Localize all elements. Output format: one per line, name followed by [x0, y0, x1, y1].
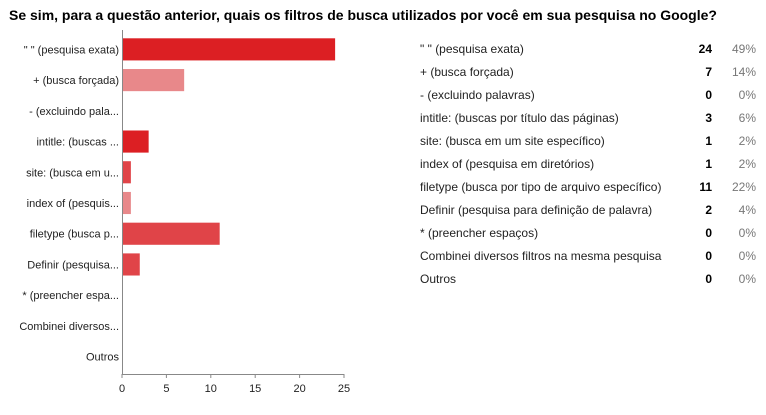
- row-label: index of (pesquisa em diretórios): [420, 157, 595, 171]
- row-percent: 0%: [738, 88, 756, 102]
- chart-title: Se sim, para a questão anterior, quais o…: [9, 7, 717, 23]
- category-label: Outros: [86, 352, 120, 364]
- table-row: - (excluindo palavras) 0 0%: [420, 84, 756, 107]
- bar: [122, 38, 336, 61]
- row-percent: 49%: [731, 42, 756, 56]
- row-count: 0: [705, 88, 712, 102]
- table-row: + (busca forçada) 7 14%: [420, 61, 756, 84]
- bar: [122, 161, 131, 184]
- bar: [122, 222, 220, 245]
- table-row: " " (pesquisa exata) 24 49%: [420, 38, 756, 61]
- table-row: * (preencher espaços) 0 0%: [420, 222, 756, 245]
- results-table: " " (pesquisa exata) 24 49% + (busca forçad…: [420, 38, 756, 291]
- category-labels: " " (pesquisa exata) + (busca forçada) - (…: [19, 44, 119, 363]
- x-tick-label: 10: [205, 383, 217, 395]
- x-tick-label: 20: [293, 383, 305, 395]
- bar-chart: " " (pesquisa exata) + (busca forçada) - (…: [19, 30, 350, 395]
- category-label: index of (pesquis...: [27, 198, 119, 210]
- row-label: site: (busca em um site específico): [420, 134, 605, 148]
- row-count: 3: [705, 111, 712, 125]
- table-row: Outros 0 0%: [420, 268, 756, 291]
- row-count: 1: [705, 134, 712, 148]
- table-row: index of (pesquisa em diretórios) 1 2%: [420, 153, 756, 176]
- row-count: 24: [698, 42, 712, 56]
- row-count: 2: [705, 203, 712, 217]
- row-label: * (preencher espaços): [420, 226, 539, 240]
- row-count: 1: [705, 157, 712, 171]
- category-label: + (busca forçada): [33, 75, 119, 87]
- x-tick-label: 15: [249, 383, 261, 395]
- category-label: site: (busca em u...: [26, 167, 119, 179]
- table-row: intitle: (buscas por título das páginas)…: [420, 107, 756, 130]
- bars: [122, 38, 336, 276]
- row-percent: 6%: [738, 111, 756, 125]
- table-row: Definir (pesquisa para definição de pala…: [420, 199, 756, 222]
- row-percent: 2%: [738, 157, 756, 171]
- row-count: 0: [705, 272, 712, 286]
- row-percent: 0%: [738, 272, 756, 286]
- table-row: filetype (busca por tipo de arquivo espe…: [420, 176, 756, 199]
- row-percent: 0%: [738, 226, 756, 240]
- row-label: intitle: (buscas por título das páginas): [420, 111, 619, 125]
- row-label: + (busca forçada): [420, 65, 514, 79]
- row-label: Definir (pesquisa para definição de pala…: [420, 203, 653, 217]
- row-percent: 2%: [738, 134, 756, 148]
- category-label: intitle: (buscas ...: [36, 137, 119, 149]
- category-label: filetype (busca p...: [30, 229, 119, 241]
- bar: [122, 130, 149, 153]
- row-label: Outros: [420, 272, 457, 286]
- table-row: site: (busca em um site específico) 1 2%: [420, 130, 756, 153]
- bar: [122, 191, 131, 215]
- category-label: Definir (pesquisa...: [27, 259, 119, 271]
- row-label: - (excluindo palavras): [420, 88, 535, 102]
- row-label: filetype (busca por tipo de arquivo espe…: [420, 180, 662, 194]
- bar: [122, 69, 185, 92]
- row-count: 7: [705, 65, 712, 79]
- row-count: 11: [699, 180, 712, 194]
- x-ticks: 0 5 10 15 20 25: [119, 374, 350, 395]
- bar: [122, 253, 140, 276]
- x-tick-label: 25: [338, 383, 350, 395]
- x-tick-label: 5: [163, 383, 169, 395]
- row-label: " " (pesquisa exata): [420, 42, 524, 56]
- category-label: " " (pesquisa exata): [24, 44, 119, 56]
- table-row: Combinei diversos filtros na mesma pesqu…: [420, 245, 756, 268]
- row-percent: 14%: [731, 65, 756, 79]
- category-label: * (preencher espa...: [22, 290, 119, 302]
- row-percent: 4%: [738, 203, 756, 217]
- category-label: Combinei diversos...: [19, 321, 119, 333]
- category-label: - (excluindo pala...: [29, 106, 119, 118]
- row-percent: 0%: [738, 249, 756, 263]
- x-tick-label: 0: [119, 383, 125, 395]
- row-count: 0: [705, 226, 712, 240]
- row-count: 0: [705, 249, 712, 263]
- row-label: Combinei diversos filtros na mesma pesqu…: [420, 249, 662, 263]
- row-percent: 22%: [731, 180, 756, 194]
